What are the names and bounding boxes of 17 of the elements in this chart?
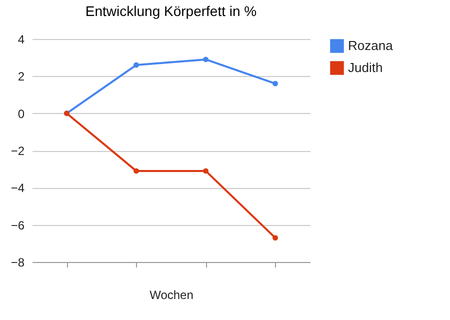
point xyxy=(134,62,139,68)
y-tick-label: 0 xyxy=(18,106,25,121)
legend-label: Rozana xyxy=(348,38,394,53)
legend-label: Judith xyxy=(348,60,383,75)
point xyxy=(203,56,208,62)
y-tick-label: 2 xyxy=(18,70,25,84)
y-tick-label: −6 xyxy=(10,218,25,232)
point xyxy=(272,80,278,86)
x-axis-title: Wochen xyxy=(150,288,194,302)
y-tick-label: −4 xyxy=(10,181,25,196)
y-tick-label: −8 xyxy=(10,256,25,270)
chart-title: Entwicklung Körperfett in % xyxy=(85,3,257,19)
point xyxy=(272,235,278,241)
point xyxy=(203,168,208,174)
y-tick-label: 4 xyxy=(18,32,25,46)
y-tick-label: −2 xyxy=(10,144,25,158)
point xyxy=(134,168,139,174)
